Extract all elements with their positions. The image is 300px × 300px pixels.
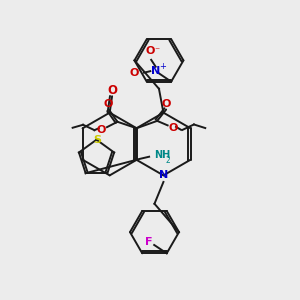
Text: O: O: [129, 68, 139, 78]
Text: O: O: [107, 84, 117, 97]
Text: O: O: [161, 99, 171, 109]
Text: 2: 2: [165, 156, 170, 165]
Text: ⁻: ⁻: [154, 46, 160, 56]
Text: NH: NH: [154, 150, 170, 160]
Text: O: O: [97, 124, 106, 134]
Text: O: O: [104, 99, 113, 109]
Text: O: O: [168, 123, 178, 133]
Text: O: O: [145, 46, 154, 56]
Text: S: S: [93, 135, 101, 145]
Text: F: F: [145, 237, 153, 247]
Text: +: +: [159, 62, 166, 71]
Text: N: N: [151, 66, 160, 76]
Text: N: N: [159, 170, 168, 180]
